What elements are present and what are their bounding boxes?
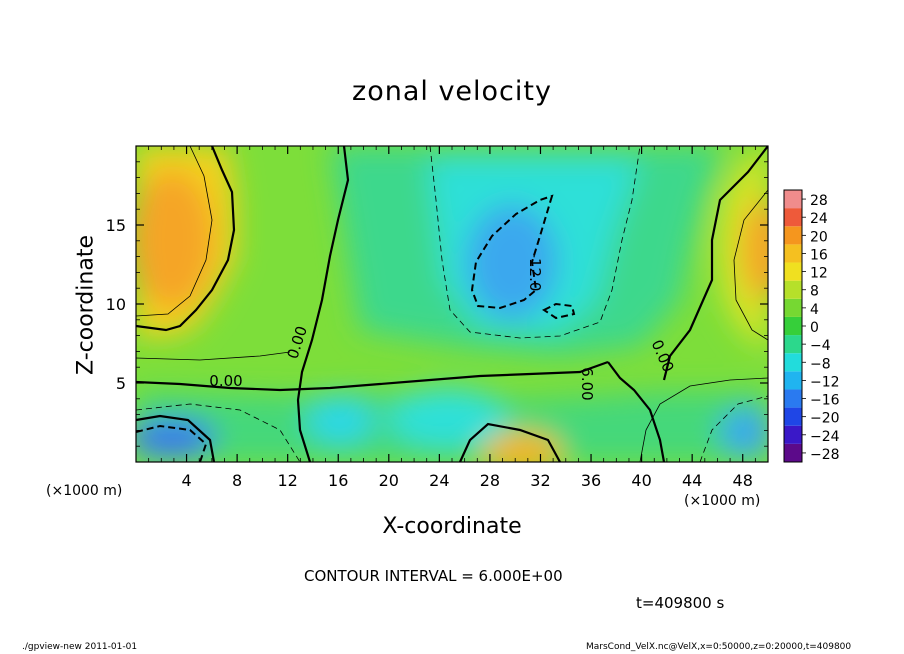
colorbar-segment — [784, 262, 802, 281]
warm-core-upper-left — [136, 170, 214, 310]
contour-minus-twelve — [470, 194, 554, 310]
contour-six-left-band — [136, 351, 291, 361]
contour-zero-upper-left — [136, 146, 236, 332]
colorbar-segment — [784, 443, 802, 462]
colorbar-segment — [784, 226, 802, 245]
blue-core-lower-right — [720, 408, 768, 456]
colorbar-segment — [784, 298, 802, 317]
warm-core-lower-center — [482, 432, 562, 462]
x-tick-label: 48 — [733, 471, 753, 490]
x-unit-label-right: (×1000 m) — [684, 493, 761, 509]
colorbar-segment — [784, 316, 802, 336]
colorbar-label: 8 — [810, 284, 819, 300]
x-axis-ticks: 4 8 12 16 20 24 28 32 36 40 44 48 — [148, 146, 756, 490]
warm-core-right — [742, 200, 768, 300]
colorbar-label: 4 — [810, 302, 819, 318]
x-tick-label: 32 — [530, 471, 550, 490]
contour-six-lower-right — [639, 377, 768, 462]
colorbar-label: −12 — [810, 374, 840, 390]
colorbar: 28 24 20 16 12 8 4 0 −4 −8 −12 −16 −20 −24 −28 — [783, 189, 840, 463]
colorbar-segment — [784, 244, 802, 263]
contour-minus-twelve-small — [542, 302, 576, 320]
contour-six-upper-left — [136, 146, 213, 317]
colorbar-segment — [784, 371, 802, 390]
thin-contours — [136, 146, 768, 462]
contour-minus-six-lower-right — [699, 395, 768, 462]
footer-source: MarsCond_VelX.nc@VelX,x=0:50000,z=0:2000… — [586, 642, 852, 652]
cyan-core-lower — [306, 396, 374, 444]
colorbar-label: −20 — [810, 411, 840, 427]
colorbar-segment — [784, 407, 802, 426]
x-tick-label: 36 — [581, 471, 601, 490]
contour-six-right — [733, 189, 768, 341]
contour-zero-lower-right — [607, 361, 666, 462]
contour-minus-six-lower-left — [136, 403, 301, 462]
colorbar-segment — [784, 280, 802, 299]
contour-zero-right — [662, 146, 768, 381]
footer-program: ./gpview-new 2011-01-01 — [22, 642, 138, 652]
contour-zero-lower-center — [458, 422, 561, 462]
x-tick-label: 28 — [480, 471, 500, 490]
contour-interval-label: CONTOUR INTERVAL = 6.000E+00 — [304, 567, 563, 585]
minus-twelve-contour — [136, 194, 576, 462]
cyan-core-lower-center — [388, 388, 508, 448]
x-unit-label-left: (×1000 m) — [46, 483, 123, 499]
contour-minus-twelve-lower-left — [136, 424, 208, 462]
colorbar-label: 24 — [810, 211, 828, 227]
x-tick-label: 16 — [328, 471, 348, 490]
colorbar-segment — [784, 425, 802, 444]
contour-label: -12.0 — [526, 253, 544, 292]
contour-zero-lower-left — [136, 414, 216, 462]
zero-contours — [136, 146, 768, 462]
contour-label: 0.00 — [209, 372, 242, 390]
colorbar-label: −8 — [810, 356, 831, 372]
colorbar-label: −16 — [810, 393, 840, 409]
colorbar-label: 12 — [810, 266, 828, 282]
colorbar-label: 20 — [810, 229, 828, 245]
y-tick-label: 15 — [106, 216, 126, 235]
colorbar-label: 16 — [810, 247, 828, 263]
blue-core-lower-left — [136, 418, 216, 458]
colorbar-label: 0 — [810, 320, 819, 336]
y-axis-ticks: 5 10 15 — [106, 161, 768, 447]
x-tick-label: 40 — [631, 471, 651, 490]
contour-minus-six-center — [429, 146, 641, 339]
colorbar-label: −4 — [810, 338, 831, 354]
colorbar-segment — [784, 190, 802, 209]
x-tick-label: 12 — [278, 471, 298, 490]
time-label: t=409800 s — [636, 594, 725, 612]
x-tick-label: 20 — [379, 471, 399, 490]
colorbar-segment — [784, 335, 802, 354]
colorbar-label: −24 — [810, 429, 840, 445]
chart-title: zonal velocity — [352, 76, 552, 107]
colorbar-segment — [784, 208, 802, 227]
contour-label: 6.00 — [578, 367, 596, 400]
colorbar-segment — [784, 389, 802, 408]
colorbar-label: −28 — [810, 447, 840, 463]
blue-core-center — [466, 204, 558, 320]
y-axis-label: Z-coordinate — [73, 235, 99, 375]
x-tick-label: 4 — [181, 471, 191, 490]
warm-region-right — [716, 146, 768, 352]
velocity-field — [136, 146, 768, 462]
x-tick-label: 24 — [429, 471, 449, 490]
x-tick-label: 44 — [682, 471, 702, 490]
y-tick-label: 5 — [116, 374, 126, 393]
colorbar-segment — [784, 353, 802, 372]
x-tick-label: 8 — [232, 471, 242, 490]
contour-zero-mid — [136, 360, 609, 392]
colorbar-label: 28 — [810, 193, 828, 209]
y-tick-label: 10 — [106, 295, 126, 314]
negative-contours — [136, 146, 768, 462]
x-axis-label: X-coordinate — [382, 514, 522, 539]
contour-zero-center-left — [296, 146, 350, 462]
